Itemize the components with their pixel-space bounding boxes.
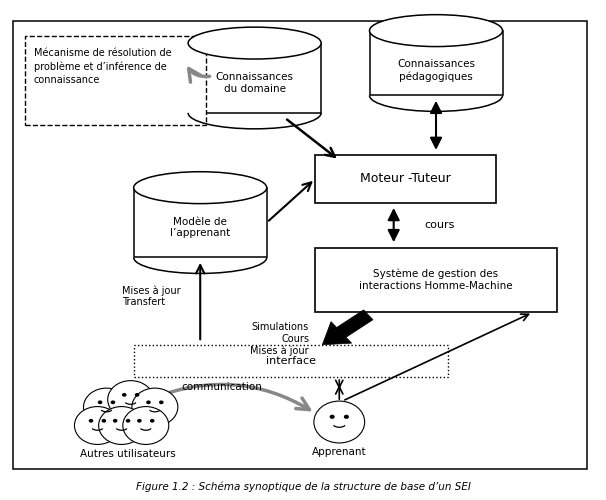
Circle shape bbox=[75, 406, 121, 445]
Circle shape bbox=[102, 419, 106, 422]
Text: interface: interface bbox=[266, 356, 316, 366]
Circle shape bbox=[111, 400, 115, 404]
Text: Moteur -Tuteur: Moteur -Tuteur bbox=[361, 172, 451, 186]
Circle shape bbox=[88, 419, 93, 422]
Bar bbox=[370, 30, 502, 96]
Circle shape bbox=[84, 388, 130, 426]
Text: cours: cours bbox=[424, 220, 454, 230]
Text: Mises à jour
Transfert: Mises à jour Transfert bbox=[122, 285, 180, 307]
Circle shape bbox=[126, 419, 130, 422]
Bar bbox=[188, 43, 321, 113]
FancyBboxPatch shape bbox=[25, 36, 206, 126]
Circle shape bbox=[132, 388, 178, 426]
Circle shape bbox=[123, 406, 169, 445]
FancyBboxPatch shape bbox=[315, 248, 557, 312]
Ellipse shape bbox=[370, 14, 502, 46]
Text: Simulations
Cours
Mises à jour: Simulations Cours Mises à jour bbox=[250, 322, 309, 356]
Text: Autres utilisateurs: Autres utilisateurs bbox=[80, 450, 176, 460]
Text: Figure 1.2 : Schéma synoptique de la structure de base d’un SEI: Figure 1.2 : Schéma synoptique de la str… bbox=[136, 482, 470, 492]
Bar bbox=[134, 188, 267, 258]
Ellipse shape bbox=[134, 172, 267, 203]
FancyArrow shape bbox=[322, 310, 373, 344]
FancyBboxPatch shape bbox=[315, 156, 496, 202]
Circle shape bbox=[113, 419, 118, 422]
Text: Modèle de
l’apprenant: Modèle de l’apprenant bbox=[170, 217, 230, 238]
Circle shape bbox=[122, 393, 127, 396]
Text: Connaissances
du domaine: Connaissances du domaine bbox=[216, 72, 294, 94]
Circle shape bbox=[344, 414, 349, 419]
Circle shape bbox=[159, 400, 164, 404]
Circle shape bbox=[146, 400, 151, 404]
Circle shape bbox=[314, 401, 365, 443]
Circle shape bbox=[137, 419, 142, 422]
Text: Connaissances
pédagogiques: Connaissances pédagogiques bbox=[397, 60, 475, 82]
Circle shape bbox=[330, 414, 335, 419]
FancyBboxPatch shape bbox=[13, 20, 587, 469]
Circle shape bbox=[135, 393, 139, 396]
FancyBboxPatch shape bbox=[134, 344, 448, 377]
Circle shape bbox=[150, 419, 155, 422]
Text: Apprenant: Apprenant bbox=[312, 447, 367, 457]
Circle shape bbox=[99, 406, 145, 445]
Text: communication: communication bbox=[181, 382, 262, 392]
Text: Mécanisme de résolution de
problème et d’inférence de
connaissance: Mécanisme de résolution de problème et d… bbox=[34, 48, 171, 85]
Circle shape bbox=[108, 380, 154, 418]
Circle shape bbox=[98, 400, 102, 404]
Ellipse shape bbox=[188, 27, 321, 59]
Text: Système de gestion des
interactions Homme-Machine: Système de gestion des interactions Homm… bbox=[359, 269, 513, 291]
